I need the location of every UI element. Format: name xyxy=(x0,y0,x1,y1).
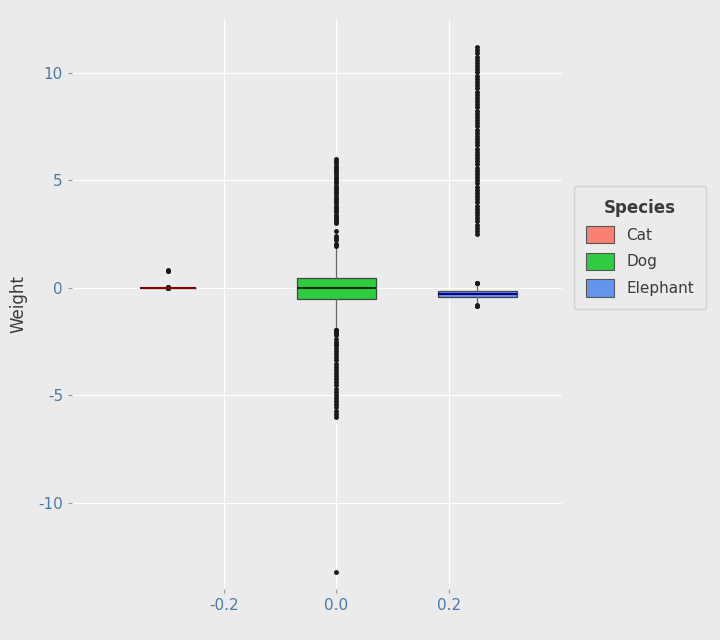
PathPatch shape xyxy=(297,278,376,299)
Legend: Cat, Dog, Elephant: Cat, Dog, Elephant xyxy=(574,186,706,309)
PathPatch shape xyxy=(438,291,516,297)
Y-axis label: Weight: Weight xyxy=(9,275,27,333)
